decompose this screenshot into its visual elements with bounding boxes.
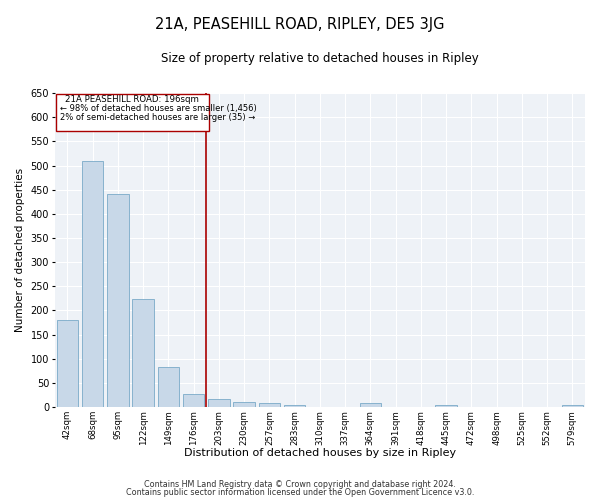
Y-axis label: Number of detached properties: Number of detached properties (15, 168, 25, 332)
Bar (284, 404, 305, 407)
Bar (359, 403, 381, 407)
FancyBboxPatch shape (56, 94, 209, 130)
Text: 21A PEASEHILL ROAD: 196sqm: 21A PEASEHILL ROAD: 196sqm (65, 95, 199, 104)
Title: Size of property relative to detached houses in Ripley: Size of property relative to detached ho… (161, 52, 479, 66)
Bar (158, 367, 179, 407)
Bar (259, 403, 280, 407)
Text: Contains HM Land Registry data © Crown copyright and database right 2024.: Contains HM Land Registry data © Crown c… (144, 480, 456, 489)
Bar (56, 320, 78, 407)
Bar (133, 299, 154, 407)
Bar (233, 402, 255, 407)
Bar (183, 394, 205, 407)
X-axis label: Distribution of detached houses by size in Ripley: Distribution of detached houses by size … (184, 448, 456, 458)
Bar (208, 400, 230, 407)
Text: Contains public sector information licensed under the Open Government Licence v3: Contains public sector information licen… (126, 488, 474, 497)
Bar (436, 404, 457, 407)
Text: 2% of semi-detached houses are larger (35) →: 2% of semi-detached houses are larger (3… (60, 112, 255, 122)
Bar (562, 404, 583, 407)
Bar (107, 194, 128, 407)
Text: 21A, PEASEHILL ROAD, RIPLEY, DE5 3JG: 21A, PEASEHILL ROAD, RIPLEY, DE5 3JG (155, 18, 445, 32)
Bar (82, 160, 103, 407)
Text: ← 98% of detached houses are smaller (1,456): ← 98% of detached houses are smaller (1,… (60, 104, 257, 114)
